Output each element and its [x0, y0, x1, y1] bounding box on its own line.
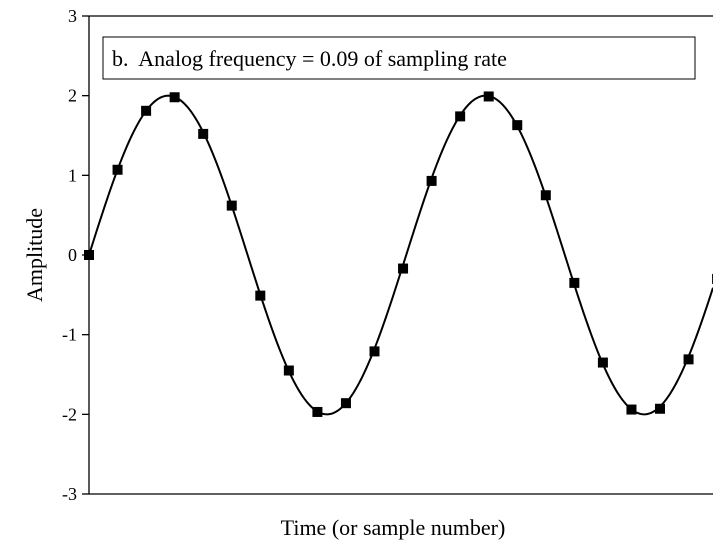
sample-marker	[312, 406, 323, 417]
sample-marker	[84, 250, 94, 260]
sample-marker	[483, 91, 494, 102]
x-axis-title: Time (or sample number)	[281, 515, 506, 540]
sample-marker	[626, 404, 637, 415]
analog-sine-curve	[88, 94, 713, 416]
y-tick-label: -1	[62, 325, 77, 345]
sample-markers	[84, 91, 713, 417]
sample-marker	[141, 105, 152, 116]
y-axis-title: Amplitude	[22, 208, 47, 302]
sample-marker	[540, 190, 551, 201]
sample-marker	[112, 164, 123, 175]
sample-marker	[226, 200, 237, 211]
sample-marker	[340, 398, 351, 409]
y-tick-label: -2	[62, 404, 77, 424]
sample-marker	[369, 346, 380, 357]
y-tick-label: 3	[68, 6, 77, 26]
sample-marker	[597, 357, 608, 368]
legend-label: b. Analog frequency = 0.09 of sampling r…	[112, 46, 507, 71]
sample-marker	[398, 263, 409, 274]
y-ticks: 3 2 1 0 -1 -2 -3	[62, 6, 89, 504]
y-tick-label: 2	[68, 86, 77, 106]
plot-area: 3 2 1 0 -1 -2 -3	[62, 6, 713, 504]
sample-marker	[683, 354, 694, 365]
sample-marker	[198, 128, 209, 139]
sample-marker	[426, 175, 437, 186]
y-tick-label: 1	[68, 165, 77, 185]
sample-marker	[169, 92, 180, 103]
legend-box: b. Analog frequency = 0.09 of sampling r…	[102, 36, 696, 80]
y-tick-label: -3	[62, 484, 77, 504]
legend-frame	[102, 36, 696, 80]
sample-marker	[283, 365, 294, 376]
sample-marker	[455, 111, 466, 122]
sample-marker	[655, 403, 665, 414]
sample-marker	[255, 290, 266, 301]
y-tick-label: 0	[68, 245, 77, 265]
sample-marker	[512, 120, 523, 131]
sample-marker	[569, 277, 580, 288]
